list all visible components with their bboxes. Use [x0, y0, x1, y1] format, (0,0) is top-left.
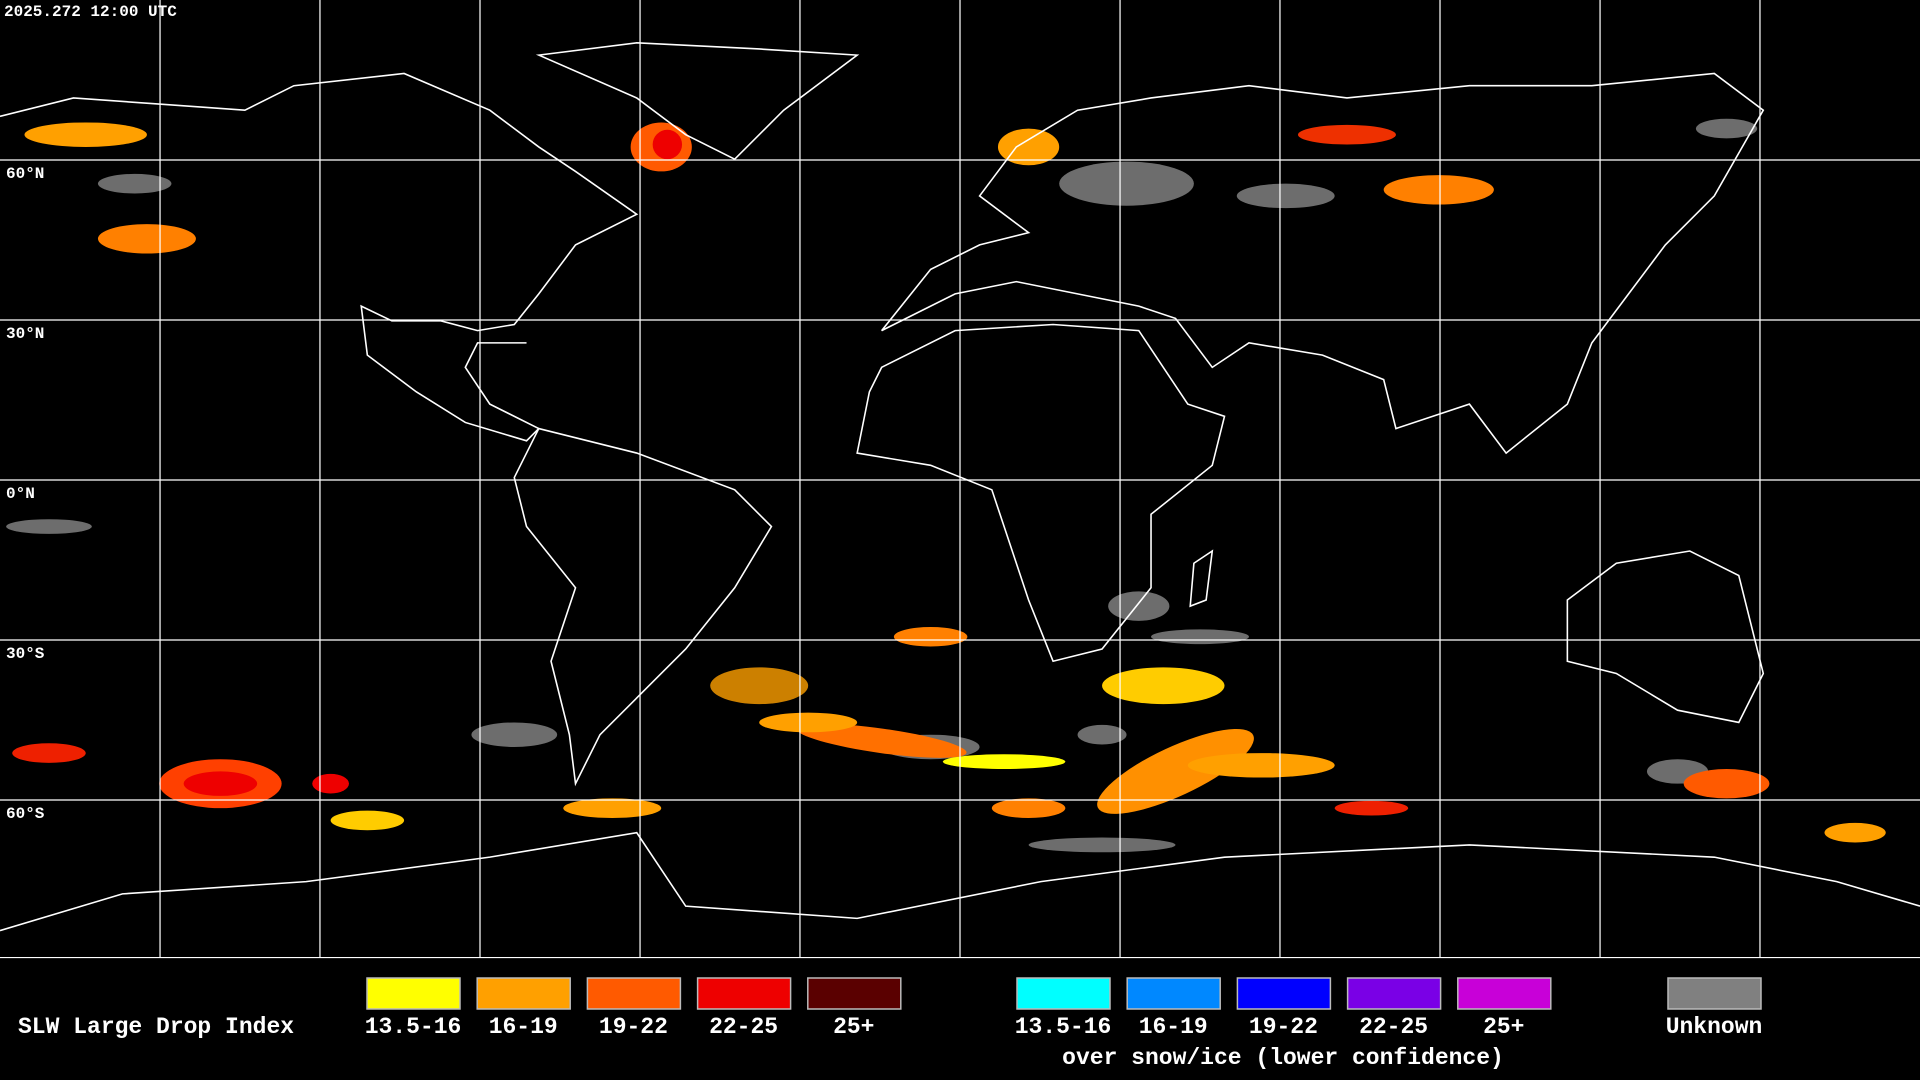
coastlines: [0, 42, 1920, 932]
cloud-large-drop: [12, 122, 1886, 843]
graticule: [0, 0, 1920, 959]
legend-label: 19-22: [599, 1014, 668, 1040]
timestamp: 2025.272 12:00 UTC: [4, 3, 177, 21]
legend-swatch: [1457, 977, 1552, 1010]
legend-swatch: [1667, 977, 1762, 1010]
legend-note: over snow/ice (lower confidence): [1062, 1045, 1504, 1071]
latitude-label: 30°S: [6, 645, 45, 663]
legend-swatch: [476, 977, 571, 1010]
latitude-label: 0°N: [6, 485, 35, 503]
legend-swatch: [807, 977, 902, 1010]
legend-label: 13.5-16: [365, 1014, 462, 1040]
latitude-label: 30°N: [6, 325, 44, 343]
legend-label: 13.5-16: [1015, 1014, 1112, 1040]
legend-label: 16-19: [489, 1014, 558, 1040]
legend-label: 25+: [833, 1014, 874, 1040]
legend-swatch: [366, 977, 461, 1010]
map: [0, 0, 1920, 959]
legend-label: 19-22: [1249, 1014, 1318, 1040]
legend-label: 16-19: [1139, 1014, 1208, 1040]
legend-swatch: [1126, 977, 1221, 1010]
latitude-label: 60°S: [6, 805, 45, 823]
legend-swatch: [696, 977, 792, 1010]
legend-label: 22-25: [709, 1014, 778, 1040]
latitude-label: 60°N: [6, 165, 44, 183]
legend-swatch: [1346, 977, 1442, 1010]
legend-swatch: [586, 977, 682, 1010]
legend-swatch: [1016, 977, 1111, 1010]
legend-title: SLW Large Drop Index: [18, 1014, 294, 1040]
legend-label: Unknown: [1666, 1014, 1763, 1040]
legend-label: 25+: [1483, 1014, 1524, 1040]
legend-swatch: [1236, 977, 1332, 1010]
legend-label: 22-25: [1359, 1014, 1428, 1040]
